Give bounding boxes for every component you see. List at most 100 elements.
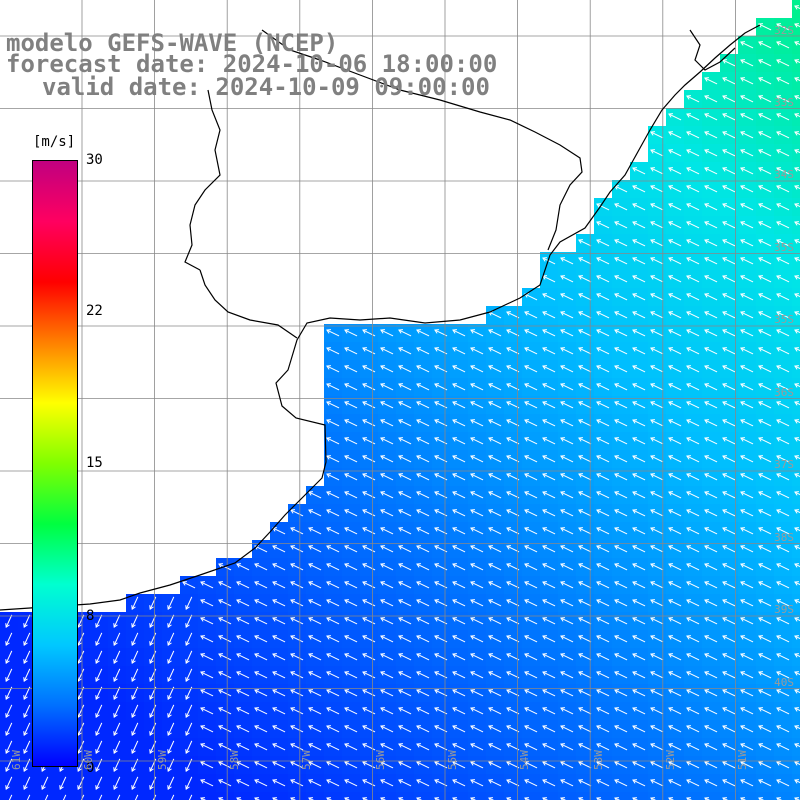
wind-arrow bbox=[380, 617, 394, 625]
wind-arrow-head bbox=[380, 599, 385, 604]
wind-arrow bbox=[362, 581, 376, 589]
wind-arrow bbox=[614, 689, 628, 697]
wind-arrow bbox=[794, 311, 800, 316]
wind-arrow-head bbox=[650, 419, 655, 424]
wind-arrow-head bbox=[704, 419, 709, 424]
wind-arrow-head bbox=[614, 779, 619, 784]
wind-arrow-head bbox=[578, 401, 583, 406]
wind-arrow bbox=[668, 185, 682, 193]
wind-arrow-head bbox=[650, 599, 655, 604]
wind-arrow-head bbox=[776, 581, 781, 586]
wind-arrow bbox=[668, 257, 682, 265]
wind-arrow bbox=[668, 293, 682, 301]
wind-arrow bbox=[254, 689, 268, 697]
wind-arrow bbox=[704, 95, 718, 103]
wind-arrow-head bbox=[524, 455, 529, 460]
wind-arrow-head bbox=[704, 527, 709, 532]
wind-speed-cell bbox=[792, 252, 800, 270]
wind-arrow-head bbox=[686, 455, 691, 460]
wind-arrow bbox=[398, 563, 412, 571]
wind-arrow-head bbox=[326, 563, 331, 568]
wind-arrow-head bbox=[200, 779, 205, 784]
wind-arrow-head bbox=[470, 797, 475, 800]
wind-arrow-head bbox=[776, 455, 781, 460]
wind-arrow bbox=[704, 149, 718, 157]
wind-arrow-head bbox=[632, 185, 637, 190]
wind-arrow-head bbox=[560, 527, 565, 532]
wind-arrow bbox=[614, 239, 628, 247]
wind-arrow-head bbox=[524, 419, 529, 424]
wind-arrow bbox=[686, 581, 700, 589]
wind-arrow-head bbox=[650, 527, 655, 532]
wind-arrow bbox=[794, 473, 800, 478]
wind-arrow bbox=[596, 347, 610, 355]
wind-arrow-head bbox=[722, 347, 727, 352]
longitude-label: 57W bbox=[300, 750, 313, 770]
wind-arrow-head bbox=[596, 419, 601, 424]
wind-arrow bbox=[632, 329, 646, 337]
wind-arrow-head bbox=[578, 275, 583, 280]
wind-arrow bbox=[668, 653, 682, 661]
wind-arrow-head bbox=[362, 599, 367, 604]
wind-arrow-head bbox=[776, 203, 781, 208]
wind-arrow bbox=[488, 473, 502, 481]
wind-arrow bbox=[524, 509, 538, 517]
wind-arrow bbox=[632, 527, 646, 535]
wind-arrow-head bbox=[200, 725, 205, 730]
wind-arrow bbox=[632, 617, 646, 625]
wind-arrow-head bbox=[794, 401, 799, 406]
wind-speed-cell bbox=[216, 792, 234, 800]
wind-arrow-head bbox=[596, 275, 601, 280]
wind-arrow bbox=[632, 203, 646, 211]
wind-arrow bbox=[560, 437, 574, 445]
wind-arrow bbox=[200, 671, 214, 679]
wind-arrow-head bbox=[776, 239, 781, 244]
wind-arrow-head bbox=[560, 365, 565, 370]
wind-speed-cell bbox=[792, 342, 800, 360]
wind-arrow bbox=[686, 653, 700, 661]
wind-arrow bbox=[578, 383, 592, 391]
wind-arrow-head bbox=[308, 545, 313, 550]
wind-arrow bbox=[596, 797, 603, 800]
wind-arrow-head bbox=[650, 635, 655, 640]
wind-arrow bbox=[506, 401, 520, 409]
wind-arrow bbox=[5, 740, 13, 754]
wind-arrow bbox=[488, 491, 502, 499]
wind-arrow-head bbox=[542, 581, 547, 586]
wind-arrow-head bbox=[632, 437, 637, 442]
wind-arrow bbox=[632, 365, 646, 373]
wind-arrow-head bbox=[650, 563, 655, 568]
wind-arrow bbox=[740, 347, 754, 355]
wind-arrow bbox=[254, 761, 268, 769]
wind-arrow-head bbox=[668, 491, 673, 496]
wind-arrow bbox=[794, 401, 800, 406]
wind-arrow-head bbox=[704, 383, 709, 388]
wind-arrow-head bbox=[470, 743, 475, 748]
wind-arrow bbox=[362, 761, 376, 769]
wind-arrow bbox=[794, 95, 800, 100]
wind-arrow-head bbox=[380, 401, 385, 406]
wind-arrow bbox=[488, 383, 502, 391]
wind-arrow-head bbox=[524, 599, 529, 604]
wind-arrow-head bbox=[776, 167, 781, 172]
wind-arrow bbox=[452, 491, 466, 499]
wind-arrow-head bbox=[344, 617, 349, 622]
wind-arrow-head bbox=[326, 761, 331, 766]
wind-arrow-head bbox=[632, 509, 637, 514]
wind-arrow-head bbox=[380, 383, 385, 388]
wind-arrow bbox=[380, 419, 394, 427]
wind-arrow bbox=[416, 635, 430, 643]
wind-arrow-head bbox=[542, 599, 547, 604]
wind-arrow bbox=[740, 365, 754, 373]
wind-arrow bbox=[686, 95, 700, 103]
wind-arrow-head bbox=[614, 689, 619, 694]
wind-arrow bbox=[131, 668, 139, 682]
wind-arrow bbox=[722, 509, 736, 517]
wind-arrow-head bbox=[416, 401, 421, 406]
wind-arrow bbox=[632, 437, 646, 445]
wind-arrow-head bbox=[380, 743, 385, 748]
wind-arrow bbox=[308, 635, 322, 643]
wind-arrow bbox=[185, 704, 193, 718]
wind-arrow bbox=[416, 347, 430, 355]
wind-arrow-head bbox=[686, 347, 691, 352]
